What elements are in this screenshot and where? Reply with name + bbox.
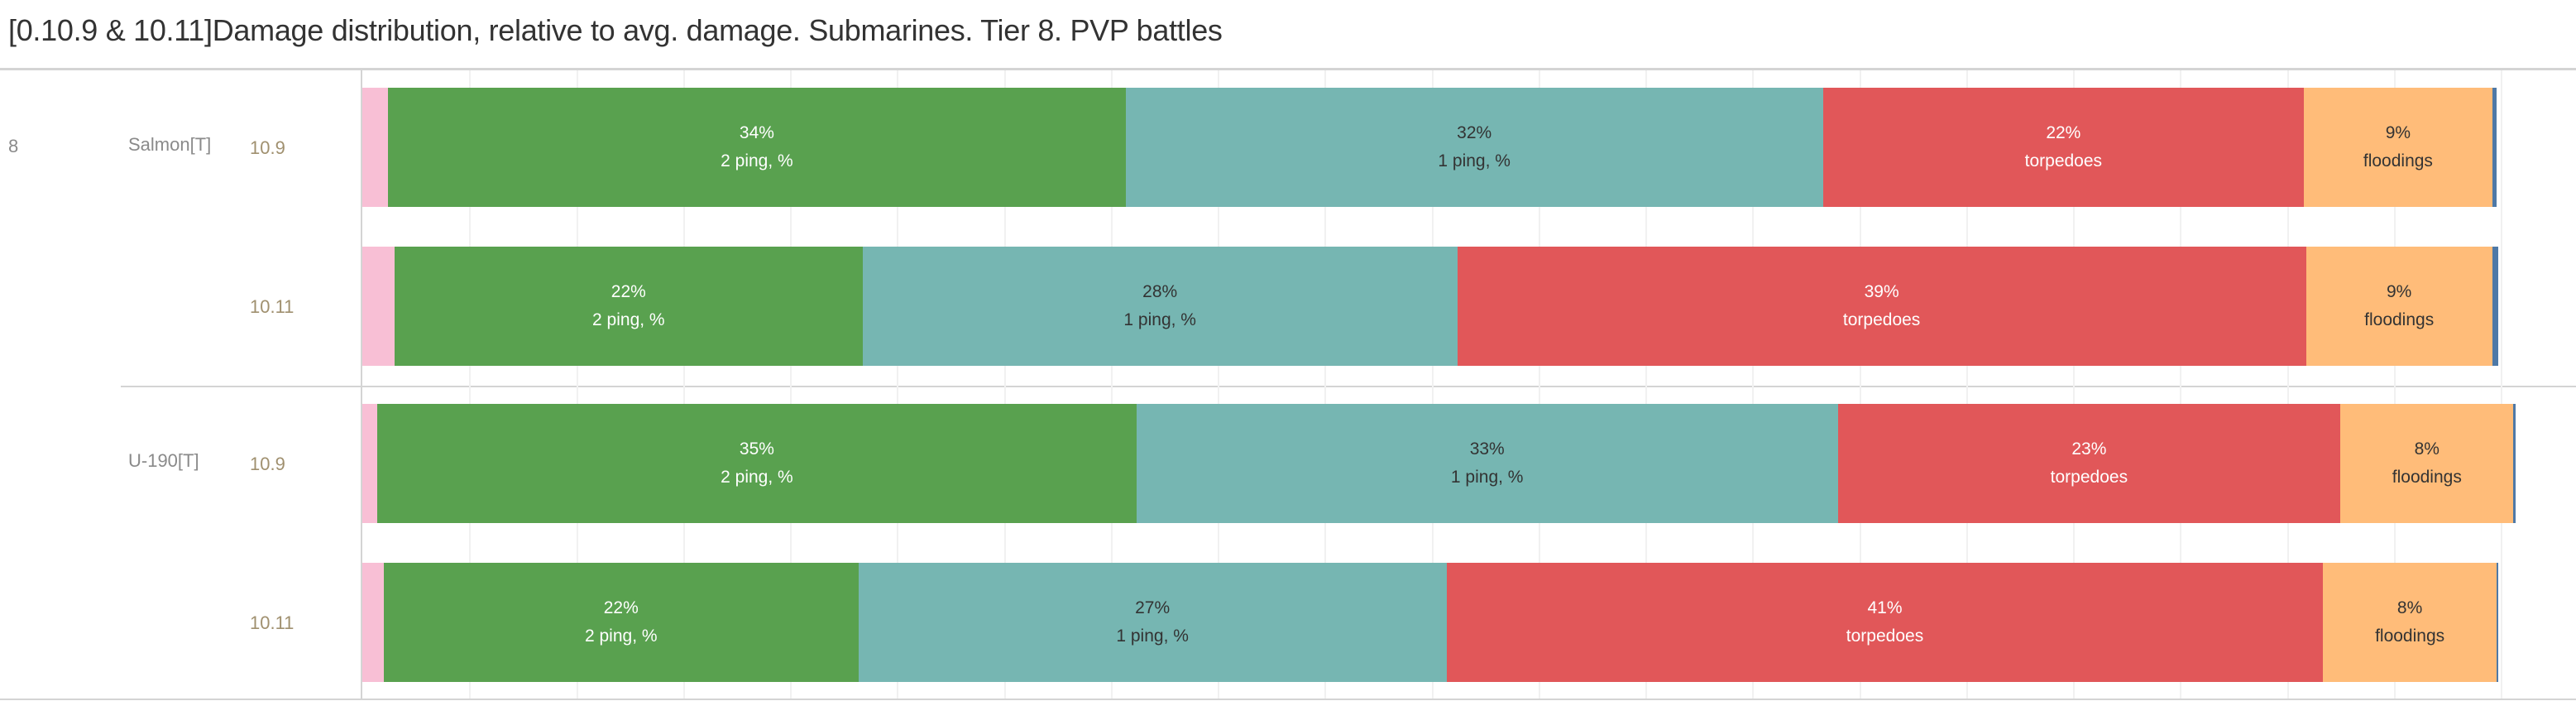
data-label-series: floodings bbox=[2364, 310, 2435, 329]
data-label-value: 9% bbox=[2385, 123, 2411, 142]
bar-segment-ping1[interactable]: 28% 1 ping, % bbox=[862, 247, 1458, 366]
bar-segment-flood[interactable]: 9% floodings bbox=[2304, 88, 2492, 207]
data-label-series: 1 ping, % bbox=[1116, 627, 1189, 646]
bar-segment-other_blue[interactable] bbox=[2492, 247, 2499, 366]
data-label-series: torpedoes bbox=[2050, 468, 2128, 487]
data-label-value: 23% bbox=[2071, 439, 2107, 459]
version-label: 10.9 bbox=[250, 137, 285, 158]
bar-segment-ping2[interactable]: 22% 2 ping, % bbox=[394, 247, 863, 366]
gridline bbox=[2393, 70, 2396, 699]
data-label-value: 8% bbox=[2396, 598, 2423, 617]
gridline bbox=[576, 70, 578, 699]
bar-segment-flood[interactable]: 9% floodings bbox=[2305, 247, 2492, 366]
bar-segment-other_pink[interactable] bbox=[362, 563, 384, 682]
bar-segment-other_pink[interactable] bbox=[362, 247, 395, 366]
version-label: 10.11 bbox=[250, 612, 294, 633]
bar-segment-other_pink[interactable] bbox=[362, 88, 389, 207]
header-divider bbox=[0, 68, 2576, 70]
ship-group-divider bbox=[121, 386, 2576, 387]
bar-segment-ping2[interactable]: 22% 2 ping, % bbox=[383, 563, 859, 682]
data-label-series: 1 ping, % bbox=[1123, 310, 1196, 329]
data-label-value: 32% bbox=[1457, 123, 1492, 142]
data-label-value: 9% bbox=[2387, 282, 2412, 301]
bar-segment-ping2[interactable]: 35% 2 ping, % bbox=[377, 404, 1137, 523]
data-label-value: 39% bbox=[1864, 282, 1899, 301]
gridline bbox=[1966, 70, 1968, 699]
gridline bbox=[897, 70, 899, 699]
bar-segment-flood[interactable]: 8% floodings bbox=[2323, 563, 2497, 682]
gridline bbox=[1752, 70, 1755, 699]
bar-segment-ping2[interactable]: 34% 2 ping, % bbox=[388, 88, 1126, 207]
plot-area: 34% 2 ping, % 32% 1 ping, % 22% torpedoes 9% fl… bbox=[361, 70, 2576, 699]
gridline bbox=[2501, 70, 2502, 699]
data-label-value: 34% bbox=[739, 123, 774, 142]
bar-segment-other_blue[interactable] bbox=[2496, 563, 2499, 682]
stacked-bar: 22% 2 ping, % 28% 1 ping, % 39% torpedoes 9% fl… bbox=[362, 247, 2499, 366]
data-label-series: torpedoes bbox=[2024, 151, 2103, 170]
gridline bbox=[1003, 70, 1006, 699]
data-label-value: 28% bbox=[1142, 282, 1178, 301]
gridline bbox=[469, 70, 472, 699]
data-label-series: 1 ping, % bbox=[1450, 468, 1524, 487]
gridline bbox=[682, 70, 685, 699]
gridline bbox=[2180, 70, 2182, 699]
data-label-value: 41% bbox=[1867, 598, 1903, 617]
data-label-series: floodings bbox=[2375, 627, 2445, 646]
gridline bbox=[2286, 70, 2289, 699]
bar-segment-other_pink[interactable] bbox=[362, 404, 378, 523]
data-label-value: 22% bbox=[610, 282, 646, 301]
stacked-bar: 34% 2 ping, % 32% 1 ping, % 22% torpedoes 9% fl… bbox=[362, 88, 2497, 207]
gridline bbox=[1538, 70, 1540, 699]
data-label-series: 2 ping, % bbox=[721, 151, 793, 170]
version-label: 10.11 bbox=[250, 296, 294, 317]
bar-segment-torp[interactable]: 22% torpedoes bbox=[1822, 88, 2305, 207]
data-label-series: torpedoes bbox=[1842, 310, 1921, 329]
data-label-value: 27% bbox=[1135, 598, 1171, 617]
bar-segment-torp[interactable]: 23% torpedoes bbox=[1837, 404, 2341, 523]
gridline bbox=[1859, 70, 1861, 699]
gridline bbox=[790, 70, 792, 699]
data-label-value: 22% bbox=[2046, 123, 2081, 142]
bar-segment-other_blue[interactable] bbox=[2492, 88, 2497, 207]
data-label-series: floodings bbox=[2363, 151, 2433, 170]
ship-label: U-190[T] bbox=[128, 450, 199, 471]
data-label-value: 22% bbox=[603, 598, 639, 617]
version-label: 10.9 bbox=[250, 454, 285, 474]
tier-label: 8 bbox=[8, 136, 19, 156]
data-label-series: floodings bbox=[2392, 468, 2462, 487]
bar-segment-torp[interactable]: 41% torpedoes bbox=[1446, 563, 2324, 682]
bar-segment-ping1[interactable]: 33% 1 ping, % bbox=[1136, 404, 1838, 523]
data-label-value: 33% bbox=[1469, 439, 1505, 459]
stacked-bar: 35% 2 ping, % 33% 1 ping, % 23% torpedoes 8% fl… bbox=[362, 404, 2516, 523]
data-label-series: torpedoes bbox=[1846, 627, 1924, 646]
data-label-value: 8% bbox=[2414, 439, 2440, 459]
gridline bbox=[1324, 70, 1327, 699]
data-label-series: 1 ping, % bbox=[1438, 151, 1511, 170]
bar-segment-ping1[interactable]: 32% 1 ping, % bbox=[1125, 88, 1823, 207]
bottom-divider bbox=[0, 699, 2576, 700]
bar-segment-flood[interactable]: 8% floodings bbox=[2340, 404, 2514, 523]
data-label-series: 2 ping, % bbox=[721, 468, 793, 487]
data-label-value: 35% bbox=[739, 439, 774, 459]
gridline bbox=[1645, 70, 1647, 699]
stacked-bar: 22% 2 ping, % 27% 1 ping, % 41% torpedoes 8% fl… bbox=[362, 563, 2499, 682]
gridline bbox=[2073, 70, 2075, 699]
chart-title: [0.10.9 & 10.11]Damage distribution, rel… bbox=[8, 13, 1223, 47]
gridline bbox=[1431, 70, 1434, 699]
bar-segment-torp[interactable]: 39% torpedoes bbox=[1457, 247, 2306, 366]
data-label-series: 2 ping, % bbox=[584, 627, 658, 646]
gridline bbox=[1218, 70, 1219, 699]
bar-segment-other_blue[interactable] bbox=[2513, 404, 2516, 523]
bar-segment-ping1[interactable]: 27% 1 ping, % bbox=[858, 563, 1447, 682]
ship-label: Salmon[T] bbox=[128, 134, 212, 155]
gridline bbox=[1110, 70, 1113, 699]
data-label-series: 2 ping, % bbox=[592, 310, 665, 329]
